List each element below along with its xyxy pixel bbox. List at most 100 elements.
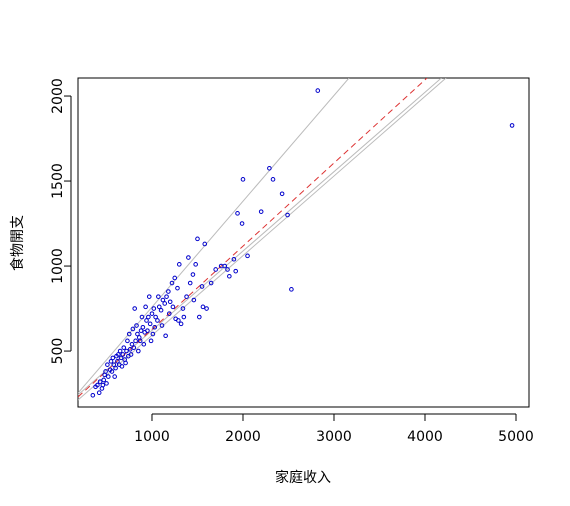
- point: [267, 165, 272, 171]
- point: [149, 311, 155, 316]
- point: [106, 374, 111, 379]
- point: [155, 318, 160, 323]
- point: [153, 314, 158, 320]
- point: [231, 256, 237, 262]
- point: [213, 267, 218, 272]
- point: [258, 209, 264, 214]
- x-tick-label: 4000: [407, 429, 443, 445]
- y-tick-label: 1000: [50, 248, 66, 284]
- point: [233, 268, 239, 274]
- point: [175, 285, 180, 291]
- point: [151, 306, 157, 311]
- point: [109, 369, 115, 374]
- point: [156, 294, 161, 299]
- fit-line: [78, 78, 428, 398]
- point: [186, 255, 191, 260]
- point: [125, 338, 130, 344]
- point: [144, 318, 149, 323]
- y-tick-label: 1500: [50, 163, 66, 199]
- point: [134, 323, 139, 328]
- point: [204, 306, 209, 311]
- point: [115, 358, 120, 364]
- point: [152, 324, 158, 330]
- point: [129, 341, 135, 347]
- point: [227, 273, 232, 279]
- point: [139, 314, 145, 320]
- point: [133, 338, 138, 344]
- point: [136, 348, 141, 354]
- plot-box: [77, 77, 530, 408]
- point: [131, 345, 137, 350]
- point: [121, 345, 127, 350]
- point: [279, 191, 285, 197]
- point: [141, 341, 147, 347]
- point: [163, 333, 168, 339]
- point: [127, 347, 133, 352]
- point: [509, 123, 515, 128]
- fit-lines: [78, 78, 447, 401]
- point: [158, 307, 164, 313]
- point: [146, 294, 152, 299]
- point: [285, 212, 290, 218]
- point: [137, 338, 143, 344]
- point: [169, 280, 175, 286]
- point: [96, 390, 102, 396]
- x-tick-label: 1000: [134, 429, 170, 445]
- point: [159, 323, 165, 328]
- point: [190, 272, 196, 277]
- point: [162, 301, 168, 306]
- point: [239, 221, 245, 226]
- point: [167, 299, 173, 305]
- y-tick-label: 500: [50, 338, 66, 365]
- point: [116, 352, 121, 357]
- point: [104, 381, 109, 386]
- x-tick-label: 3000: [316, 429, 352, 445]
- point: [166, 311, 172, 316]
- point: [156, 304, 162, 310]
- point: [180, 306, 186, 311]
- point: [172, 275, 178, 281]
- point: [90, 392, 96, 398]
- point: [112, 374, 117, 379]
- point: [178, 321, 184, 327]
- point: [138, 328, 144, 333]
- point: [208, 280, 214, 286]
- point: [110, 355, 116, 361]
- point: [164, 294, 169, 299]
- point: [111, 362, 117, 367]
- point: [195, 236, 200, 242]
- point: [176, 318, 181, 323]
- y-tick-label: 2000: [50, 78, 66, 114]
- point: [184, 294, 189, 299]
- fit-line: [78, 78, 350, 394]
- point: [315, 88, 321, 93]
- point: [119, 364, 125, 369]
- point: [191, 297, 197, 303]
- point: [120, 352, 126, 357]
- point: [148, 338, 154, 344]
- point: [222, 263, 228, 269]
- point: [97, 379, 103, 384]
- y-axis-label: 食物開支: [9, 215, 26, 271]
- point: [202, 241, 208, 247]
- point: [145, 328, 150, 333]
- point: [193, 262, 198, 267]
- point: [160, 297, 166, 303]
- point: [105, 362, 110, 367]
- point: [187, 280, 193, 286]
- point: [113, 365, 118, 371]
- point: [95, 382, 100, 388]
- x-tick-label: 2000: [225, 429, 261, 445]
- point: [123, 360, 128, 366]
- point: [200, 304, 206, 310]
- point: [118, 355, 124, 361]
- point: [108, 358, 114, 364]
- point: [135, 331, 140, 337]
- point: [126, 331, 132, 337]
- point: [199, 284, 205, 289]
- point: [147, 321, 153, 327]
- fit-line: [78, 78, 447, 401]
- point: [124, 348, 129, 354]
- point: [100, 382, 106, 388]
